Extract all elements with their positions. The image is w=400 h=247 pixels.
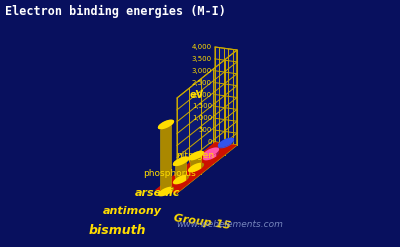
Text: www.webelements.com: www.webelements.com [176, 220, 284, 229]
Polygon shape [155, 142, 237, 193]
Text: 0: 0 [208, 139, 212, 145]
Polygon shape [158, 120, 174, 129]
Text: 4,000: 4,000 [192, 44, 212, 50]
Polygon shape [158, 124, 172, 196]
Polygon shape [188, 151, 204, 161]
Polygon shape [218, 138, 234, 147]
Text: 2,000: 2,000 [192, 91, 212, 98]
Polygon shape [188, 155, 202, 172]
Text: eV: eV [190, 89, 204, 100]
Polygon shape [215, 47, 237, 145]
Polygon shape [173, 161, 186, 184]
Polygon shape [190, 151, 204, 168]
Polygon shape [177, 145, 237, 193]
Polygon shape [177, 50, 237, 193]
Text: 3,000: 3,000 [192, 68, 212, 74]
Text: nitrogen: nitrogen [176, 151, 214, 161]
Text: antimony: antimony [103, 206, 162, 215]
Polygon shape [203, 147, 219, 157]
Text: phosphorus: phosphorus [143, 169, 196, 179]
Polygon shape [206, 147, 219, 156]
Text: Group 15: Group 15 [173, 213, 231, 231]
Polygon shape [203, 151, 216, 160]
Polygon shape [155, 190, 177, 193]
Text: 3,500: 3,500 [192, 56, 212, 62]
Polygon shape [220, 138, 234, 144]
Polygon shape [176, 156, 189, 180]
Text: arsenic: arsenic [134, 187, 180, 198]
Polygon shape [160, 120, 174, 192]
Polygon shape [218, 142, 232, 148]
Text: 1,500: 1,500 [192, 103, 212, 109]
Text: Electron binding energies (M-I): Electron binding energies (M-I) [5, 5, 226, 18]
Polygon shape [173, 156, 189, 166]
Text: 500: 500 [199, 127, 212, 133]
Text: 1,000: 1,000 [192, 115, 212, 121]
Text: 2,500: 2,500 [192, 80, 212, 86]
Text: bismuth: bismuth [88, 224, 146, 236]
